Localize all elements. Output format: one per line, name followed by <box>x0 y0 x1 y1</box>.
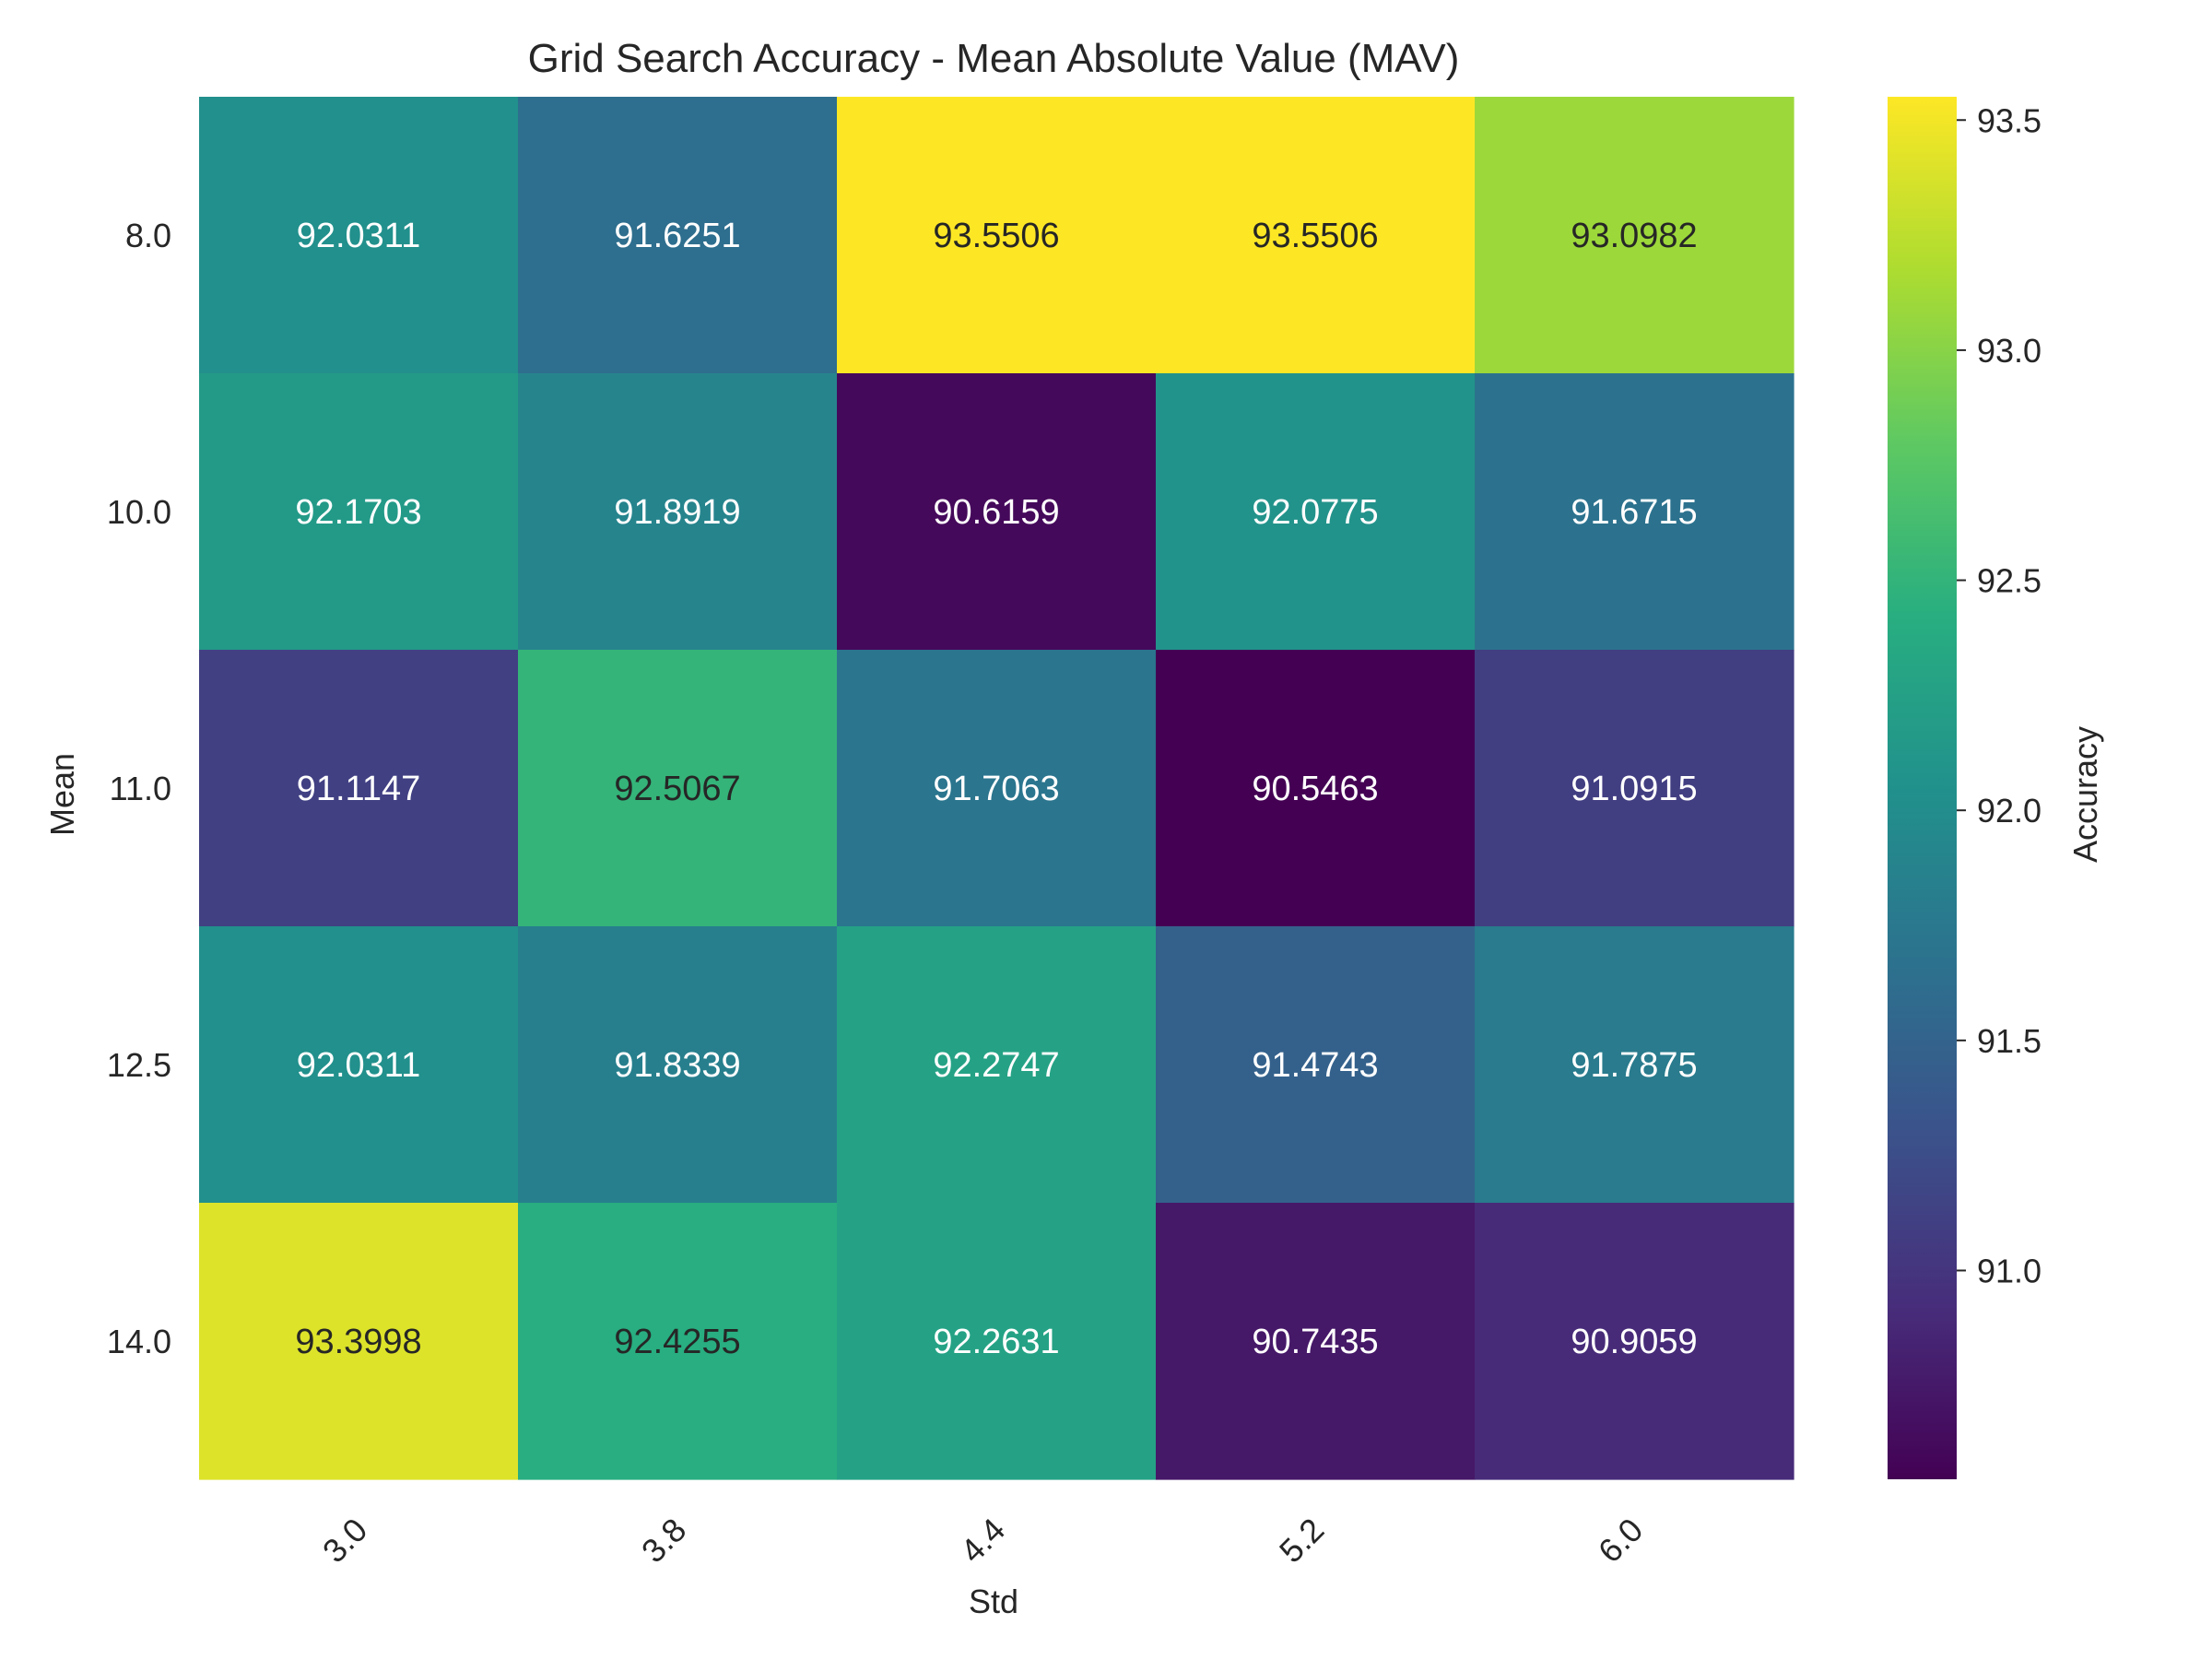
colorbar-tick-label: 92.5 <box>1977 562 2041 600</box>
cell-value-label: 93.3998 <box>295 1323 421 1361</box>
heatmap-cell <box>837 97 1157 374</box>
colorbar-tick-label: 92.0 <box>1977 792 2041 830</box>
y-tick-labels: 8.0 10.0 11.0 12.5 14.0 <box>107 217 171 1360</box>
x-tick-label: 4.4 <box>953 1511 1012 1570</box>
heatmap-cell <box>837 926 1157 1204</box>
y-tick-label: 8.0 <box>125 217 171 254</box>
colorbar-ticks: 91.0 91.5 92.0 92.5 93.0 93.5 <box>1957 101 2041 1289</box>
x-tick-labels: 3.0 3.8 4.4 5.2 6.0 <box>315 1511 1650 1570</box>
cell-value-label: 91.6715 <box>1571 493 1697 532</box>
heatmap-cell <box>1475 97 1794 374</box>
heatmap-cell <box>518 97 838 374</box>
cell-value-label: 91.1147 <box>297 770 421 808</box>
cell-value-label: 92.2747 <box>933 1046 1059 1085</box>
heatmap-cell <box>199 650 519 927</box>
colorbar <box>1888 97 1957 1479</box>
heatmap-cell <box>1156 1203 1476 1480</box>
heatmap-cell <box>1475 373 1794 651</box>
heatmap-cell <box>199 373 519 651</box>
heatmap-cell <box>1156 926 1476 1204</box>
y-tick-label: 11.0 <box>110 770 171 807</box>
cell-value-label: 93.5506 <box>933 217 1059 255</box>
cell-value-label: 93.0982 <box>1571 217 1697 255</box>
cell-value-label: 91.8339 <box>614 1046 740 1085</box>
cell-value-label: 92.5067 <box>614 770 740 808</box>
colorbar-tick-label: 91.5 <box>1977 1022 2041 1060</box>
heatmap-cell <box>518 926 838 1204</box>
heatmap-cell <box>199 1203 519 1480</box>
x-tick-label: 3.0 <box>315 1511 374 1570</box>
cell-value-label: 91.4743 <box>1252 1046 1378 1085</box>
x-tick-label: 6.0 <box>1591 1511 1650 1570</box>
heatmap-cell <box>837 1203 1157 1480</box>
cell-value-label: 92.4255 <box>614 1323 740 1361</box>
cell-value-label: 92.0311 <box>297 217 421 255</box>
colorbar-label: Accuracy <box>2066 726 2104 863</box>
colorbar-tick-label: 91.0 <box>1977 1252 2041 1289</box>
heatmap-cell <box>837 373 1157 651</box>
y-axis-label: Mean <box>43 753 81 836</box>
cell-value-label: 93.5506 <box>1252 217 1378 255</box>
chart-title: Grid Search Accuracy - Mean Absolute Val… <box>528 36 1460 81</box>
heatmap-cell <box>837 650 1157 927</box>
heatmap-cell <box>1156 650 1476 927</box>
x-axis-label: Std <box>969 1583 1018 1620</box>
x-tick-label: 5.2 <box>1272 1511 1331 1570</box>
heatmap-cell <box>1475 1203 1794 1480</box>
x-tick-label: 3.8 <box>634 1511 693 1570</box>
cell-value-label: 90.7435 <box>1252 1323 1378 1361</box>
y-tick-label: 14.0 <box>107 1323 171 1360</box>
heatmap-cell <box>518 1203 838 1480</box>
cell-value-label: 92.1703 <box>295 493 421 532</box>
colorbar-tick-label: 93.0 <box>1977 332 2041 370</box>
heatmap-cell <box>1475 650 1794 927</box>
y-tick-label: 12.5 <box>107 1046 171 1084</box>
cell-value-label: 91.0915 <box>1571 770 1697 808</box>
cell-value-label: 91.8919 <box>614 493 740 532</box>
y-tick-label: 10.0 <box>107 493 171 531</box>
cell-value-label: 90.9059 <box>1571 1323 1697 1361</box>
heatmap-cell <box>1156 97 1476 374</box>
cell-value-label: 92.0311 <box>297 1046 421 1085</box>
heatmap-cell <box>518 373 838 651</box>
heatmap-cells <box>199 97 1794 1480</box>
heatmap-cell <box>199 97 519 374</box>
cell-value-label: 90.5463 <box>1252 770 1378 808</box>
cell-value-label: 91.7875 <box>1571 1046 1697 1085</box>
cell-value-label: 91.6251 <box>614 217 740 255</box>
colorbar-tick-label: 93.5 <box>1977 101 2041 139</box>
cell-value-label: 92.2631 <box>933 1323 1059 1361</box>
heatmap-cell-labels: 92.0311 91.6251 93.5506 93.5506 93.0982 92.17… <box>295 217 1697 1361</box>
heatmap-cell <box>518 650 838 927</box>
cell-value-label: 92.0775 <box>1252 493 1378 532</box>
heatmap-cell <box>1475 926 1794 1204</box>
cell-value-label: 90.6159 <box>933 493 1059 532</box>
cell-value-label: 91.7063 <box>933 770 1059 808</box>
heatmap-cell <box>199 926 519 1204</box>
heatmap-cell <box>1156 373 1476 651</box>
